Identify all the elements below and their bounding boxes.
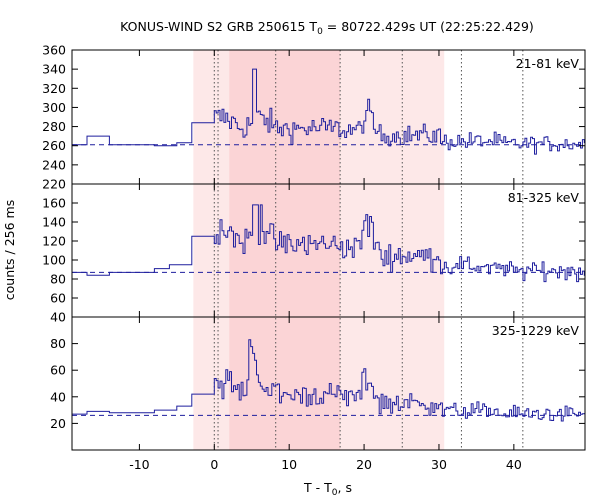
y-tick-label: 360	[42, 43, 66, 58]
light-curve-series	[72, 204, 585, 283]
x-tick-label: 0	[210, 457, 218, 472]
y-tick-label: 240	[42, 157, 66, 172]
y-tick-label: 160	[42, 196, 66, 211]
panel-2: 40 60 80 100 120 140 160 81-325 keV	[42, 183, 586, 325]
y-axis-label: counts / 256 ms	[2, 200, 17, 300]
panel-1: 220 240 260 280 300 320 340 360 21-81 keV	[42, 43, 586, 192]
y-tick-label: 80	[50, 336, 66, 351]
x-tick-label: 30	[431, 457, 447, 472]
y-tick-label: 320	[42, 81, 66, 96]
y-tick-label: 40	[50, 310, 66, 325]
y-tick-label: 40	[50, 389, 66, 404]
panel-energy-label: 325-1229 keV	[492, 323, 580, 338]
y-tick-label: 340	[42, 62, 66, 77]
panel-energy-label: 21-81 keV	[516, 56, 580, 71]
x-axis-label: T - T0, s	[303, 480, 352, 498]
y-tick-label: 280	[42, 119, 66, 134]
chart-title: KONUS-WIND S2 GRB 250615 T0 = 80722.429s…	[120, 19, 534, 37]
panel-3: 20 40 60 80 325-1229 keV	[50, 316, 586, 451]
y-tick-label: 220	[42, 177, 66, 192]
y-tick-label: 260	[42, 138, 66, 153]
light-curve-series	[72, 68, 585, 155]
y-tick-label: 120	[42, 234, 66, 249]
y-tick-label: 20	[50, 416, 66, 431]
light-curve-series	[72, 339, 585, 422]
y-tick-label: 100	[42, 253, 66, 268]
x-tick-label: 40	[506, 457, 522, 472]
x-tick-label: 20	[356, 457, 372, 472]
y-tick-label: 140	[42, 215, 66, 230]
x-tick-label: -10	[129, 457, 149, 472]
panel-frame	[71, 316, 586, 451]
shaded-region-2	[229, 50, 341, 450]
y-tick-label: 80	[50, 272, 66, 287]
panel-energy-label: 81-325 keV	[508, 190, 580, 205]
y-tick-label: 60	[50, 291, 66, 306]
x-tick-label: 10	[281, 457, 297, 472]
y-tick-label: 60	[50, 363, 66, 378]
y-tick-label: 300	[42, 100, 66, 115]
